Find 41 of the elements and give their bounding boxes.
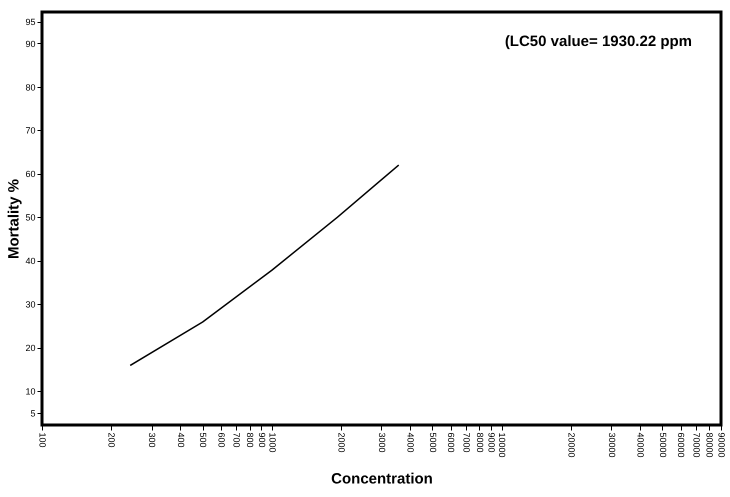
y-tick-label: 60 xyxy=(25,169,36,180)
x-tick-label: 7000 xyxy=(462,432,472,453)
x-tick-label: 500 xyxy=(198,432,208,448)
x-tick-label: 40000 xyxy=(636,432,646,458)
x-tick-label: 80000 xyxy=(704,432,715,458)
y-tick-label: 50 xyxy=(25,212,36,223)
x-tick-label: 10000 xyxy=(497,432,508,458)
x-tick-label: 800 xyxy=(245,432,256,448)
x-tick-label: 900 xyxy=(256,432,267,448)
x-axis-title: Concentration xyxy=(331,470,433,488)
x-tick-label: 60000 xyxy=(676,432,686,458)
y-tick-label: 40 xyxy=(25,256,36,266)
x-tick-label: 3000 xyxy=(377,432,387,453)
x-tick-label: 6000 xyxy=(446,432,456,453)
x-tick-label: 1000 xyxy=(267,432,278,453)
y-tick-label: 30 xyxy=(25,300,36,310)
x-tick-label: 70000 xyxy=(691,432,702,458)
x-tick-label: 400 xyxy=(176,432,186,448)
x-tick-label: 30000 xyxy=(606,432,617,458)
x-tick-label: 2000 xyxy=(336,432,347,453)
x-tick-label: 700 xyxy=(232,432,242,448)
x-tick-label: 4000 xyxy=(406,432,416,453)
x-tick-label: 100 xyxy=(38,432,48,448)
x-tick-label: 600 xyxy=(216,432,226,448)
x-tick-label: 50000 xyxy=(658,432,668,458)
y-axis-title: Mortality % xyxy=(5,178,22,260)
y-tick-label: 5 xyxy=(30,408,36,418)
x-tick-label: 300 xyxy=(147,432,158,448)
y-tick-label: 90 xyxy=(25,38,36,49)
x-tick-label: 9000 xyxy=(486,432,497,453)
x-tick-label: 90000 xyxy=(716,432,726,458)
x-tick-label: 20000 xyxy=(566,432,576,458)
x-tick-label: 8000 xyxy=(474,432,485,453)
y-tick-label: 10 xyxy=(25,386,36,397)
x-tick-label: 200 xyxy=(106,432,117,448)
y-tick-label: 70 xyxy=(25,126,36,136)
y-tick-label: 80 xyxy=(25,82,36,92)
y-tick-label: 20 xyxy=(25,343,36,354)
y-tick-label: 95 xyxy=(25,17,36,28)
annotation: (LC50 value= 1930.22 ppm xyxy=(504,33,692,50)
x-tick-label: 5000 xyxy=(428,432,438,453)
